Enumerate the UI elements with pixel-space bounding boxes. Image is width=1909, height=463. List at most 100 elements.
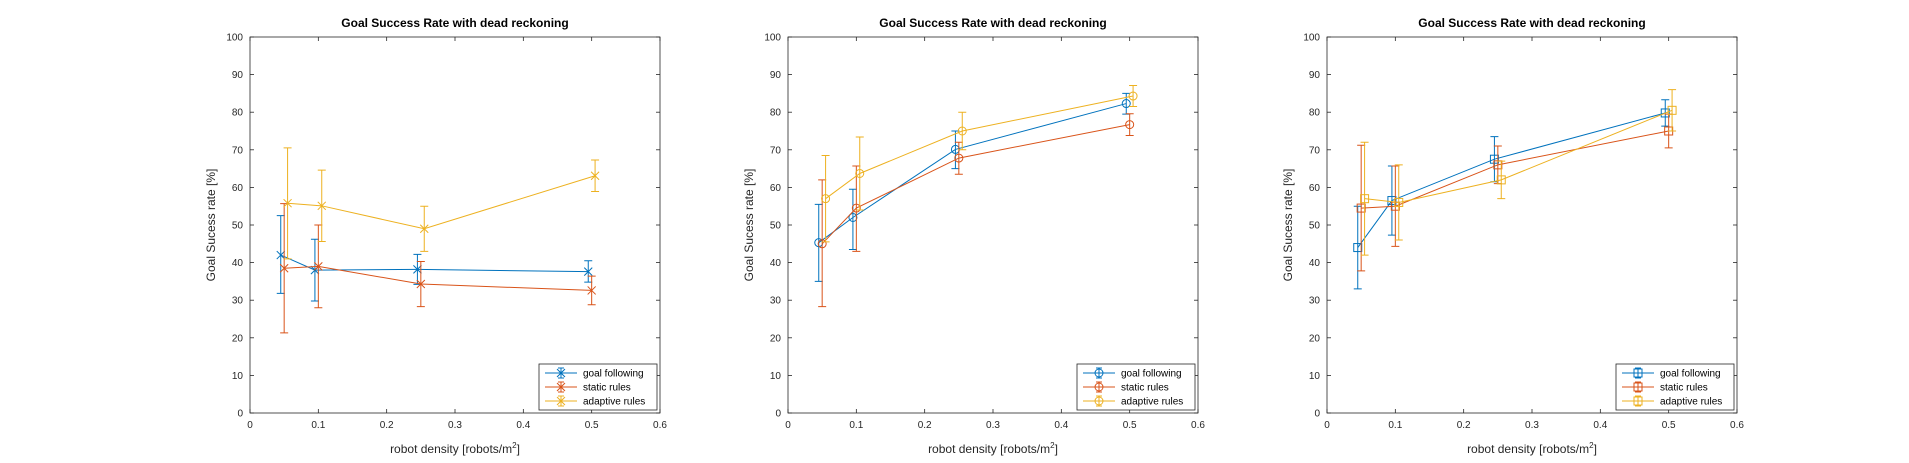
data-point bbox=[1660, 108, 1670, 118]
legend-label: adaptive rules bbox=[1121, 397, 1183, 408]
y-tick-label: 60 bbox=[232, 183, 244, 194]
y-tick-label: 80 bbox=[232, 108, 244, 119]
series-line bbox=[280, 254, 589, 273]
y-tick-label: 50 bbox=[1309, 221, 1321, 232]
x-tick-label: 0.1 bbox=[311, 420, 325, 431]
series-adaptive-rules bbox=[821, 85, 1138, 243]
y-tick-label: 40 bbox=[770, 258, 782, 269]
x-tick-label: 0.6 bbox=[1730, 420, 1744, 431]
y-tick-label: 100 bbox=[226, 33, 243, 44]
legend-label: static rules bbox=[583, 383, 631, 394]
x-axis-label: robot density [robots/m2] bbox=[1467, 441, 1597, 456]
y-tick-label: 30 bbox=[770, 296, 782, 307]
data-point bbox=[1394, 197, 1404, 207]
legend-marker bbox=[556, 382, 566, 392]
chart-title: Goal Success Rate with dead reckoning bbox=[879, 16, 1106, 30]
legend-marker bbox=[1094, 396, 1104, 406]
y-tick-label: 10 bbox=[1309, 371, 1321, 382]
plot-area bbox=[249, 36, 661, 414]
y-tick-label: 80 bbox=[1309, 108, 1321, 119]
x-tick-label: 0.4 bbox=[1054, 420, 1068, 431]
chart-title: Goal Success Rate with dead reckoning bbox=[341, 16, 568, 30]
legend-error-glyph bbox=[1096, 381, 1102, 393]
error-bar bbox=[855, 136, 864, 211]
y-tick-label: 60 bbox=[1309, 183, 1321, 194]
data-point bbox=[957, 126, 967, 136]
x-tick-label: 0.2 bbox=[380, 420, 394, 431]
plot-area bbox=[1326, 36, 1738, 414]
legend-label: static rules bbox=[1660, 383, 1708, 394]
chart-panel-1: 0 10 20 30 40 50 60 70 80 90 100 0 0.1 0.2 0.3 0.4 0.5 0.… bbox=[204, 16, 667, 456]
x-tick-label: 0.4 bbox=[516, 420, 530, 431]
x-tick-label: 0.5 bbox=[585, 420, 599, 431]
series-line bbox=[287, 175, 596, 230]
data-point bbox=[590, 171, 600, 181]
chart-panel-3: 0 10 20 30 40 50 60 70 80 90 100 0 0.1 0.2 0.3 0.4 0.5 0.… bbox=[1281, 16, 1744, 456]
y-tick-label: 70 bbox=[770, 145, 782, 156]
y-tick-label: 100 bbox=[1303, 33, 1320, 44]
x-tick-label: 0.1 bbox=[849, 420, 863, 431]
x-tick-label: 0.2 bbox=[918, 420, 932, 431]
x-tick-label: 0.5 bbox=[1123, 420, 1137, 431]
chart-title: Goal Success Rate with dead reckoning bbox=[1418, 16, 1645, 30]
y-tick-label: 90 bbox=[1309, 70, 1321, 81]
error-bar bbox=[1353, 205, 1362, 290]
error-bar bbox=[954, 141, 963, 175]
y-tick-label: 20 bbox=[770, 333, 782, 344]
error-bar bbox=[1668, 89, 1677, 132]
series-adaptive-rules bbox=[283, 147, 600, 260]
y-tick-label: 10 bbox=[232, 371, 244, 382]
data-point bbox=[1356, 203, 1366, 213]
legend-error-glyph bbox=[1635, 381, 1641, 393]
data-point bbox=[1360, 194, 1370, 204]
series-line bbox=[825, 95, 1134, 200]
data-point bbox=[821, 194, 831, 204]
data-point bbox=[1489, 154, 1499, 164]
data-point bbox=[283, 198, 292, 208]
error-bar bbox=[852, 165, 861, 252]
legend-marker bbox=[556, 396, 566, 406]
x-tick-label: 0.3 bbox=[448, 420, 462, 431]
error-bar bbox=[821, 154, 830, 243]
series-line bbox=[821, 124, 1130, 245]
y-tick-label: 70 bbox=[232, 145, 244, 156]
x-tick-label: 0.1 bbox=[1388, 420, 1402, 431]
x-tick-label: 0.6 bbox=[653, 420, 667, 431]
data-point bbox=[276, 250, 286, 260]
y-tick-label: 50 bbox=[232, 221, 244, 232]
data-point bbox=[419, 224, 429, 234]
data-point bbox=[1128, 91, 1138, 101]
y-tick-label: 90 bbox=[770, 70, 782, 81]
y-tick-label: 40 bbox=[1309, 258, 1321, 269]
y-tick-label: 50 bbox=[770, 221, 782, 232]
x-tick-label: 0.2 bbox=[1457, 420, 1471, 431]
y-tick-label: 0 bbox=[237, 409, 243, 420]
y-tick-label: 30 bbox=[232, 296, 244, 307]
error-bar bbox=[1360, 141, 1369, 256]
data-point bbox=[851, 203, 861, 213]
data-point bbox=[954, 153, 964, 163]
data-point bbox=[317, 201, 327, 211]
legend-marker bbox=[1633, 396, 1643, 406]
data-point bbox=[817, 239, 827, 249]
x-axis-label: robot density [robots/m2] bbox=[928, 441, 1058, 456]
legend: goal following static rules adaptive rules bbox=[1615, 363, 1735, 411]
y-tick-label: 70 bbox=[1309, 145, 1321, 156]
x-axis-label: robot density [robots/m2] bbox=[390, 441, 520, 456]
x-tick-label: 0.6 bbox=[1191, 420, 1205, 431]
error-bar bbox=[1125, 113, 1134, 137]
y-tick-label: 20 bbox=[1309, 333, 1321, 344]
legend-marker bbox=[1094, 382, 1104, 392]
x-tick-label: 0.5 bbox=[1662, 420, 1676, 431]
legend: goal following static rules adaptive rules bbox=[538, 363, 658, 411]
y-tick-label: 60 bbox=[770, 183, 782, 194]
series-adaptive-rules bbox=[1360, 89, 1677, 256]
data-point bbox=[1121, 99, 1131, 109]
data-point bbox=[413, 265, 422, 274]
legend: goal following static rules adaptive rules bbox=[1076, 363, 1196, 411]
legend-marker bbox=[1633, 382, 1643, 392]
x-tick-label: 0.4 bbox=[1593, 420, 1607, 431]
error-bar bbox=[1394, 164, 1403, 241]
x-tick-label: 0.3 bbox=[1525, 420, 1539, 431]
data-point bbox=[848, 212, 858, 222]
